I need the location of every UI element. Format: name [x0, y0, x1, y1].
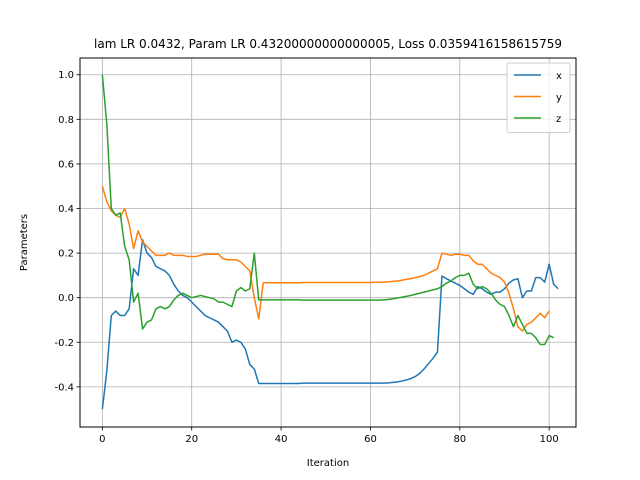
y-tick-label: 0.4: [58, 204, 74, 215]
legend-label-x: x: [556, 71, 562, 82]
y-tick-label: -0.2: [54, 338, 74, 349]
x-tick-label: 0: [99, 434, 105, 445]
y-axis-label: Parameters: [19, 214, 30, 271]
x-axis-label: Iteration: [307, 458, 349, 469]
grid: [80, 58, 576, 427]
y-tick-label: 0.6: [58, 159, 74, 170]
y-tick-label: 0.8: [58, 115, 74, 126]
series-line-x: [101, 238, 559, 410]
x-tick-label: 20: [185, 434, 198, 445]
x-tick-label: 40: [275, 434, 288, 445]
y-tick-label: 1.0: [58, 70, 74, 81]
y-tick-label: -0.4: [54, 382, 74, 393]
legend-box: [506, 62, 571, 133]
y-tick-label: 0.2: [58, 249, 74, 260]
x-tick-label: 100: [540, 434, 559, 445]
series-lines: [101, 74, 559, 410]
plot-frame: [79, 57, 577, 428]
x-tick-label: 60: [364, 434, 377, 445]
x-tick-label: 80: [453, 434, 466, 445]
y-tick-label: 0.0: [58, 293, 74, 304]
legend-label-y: y: [556, 93, 562, 104]
axis-ticks: 0 20 40 60 80 100 -0.4 -0.2 0.0 0.2 0.4 0.6 0.8 1.0: [54, 70, 558, 445]
legend: xyz: [506, 62, 571, 133]
chart-title: lam LR 0.0432, Param LR 0.43200000000000…: [94, 37, 562, 51]
legend-label-z: z: [556, 114, 561, 125]
series-line-z: [101, 74, 554, 346]
series-line-y: [101, 185, 550, 332]
